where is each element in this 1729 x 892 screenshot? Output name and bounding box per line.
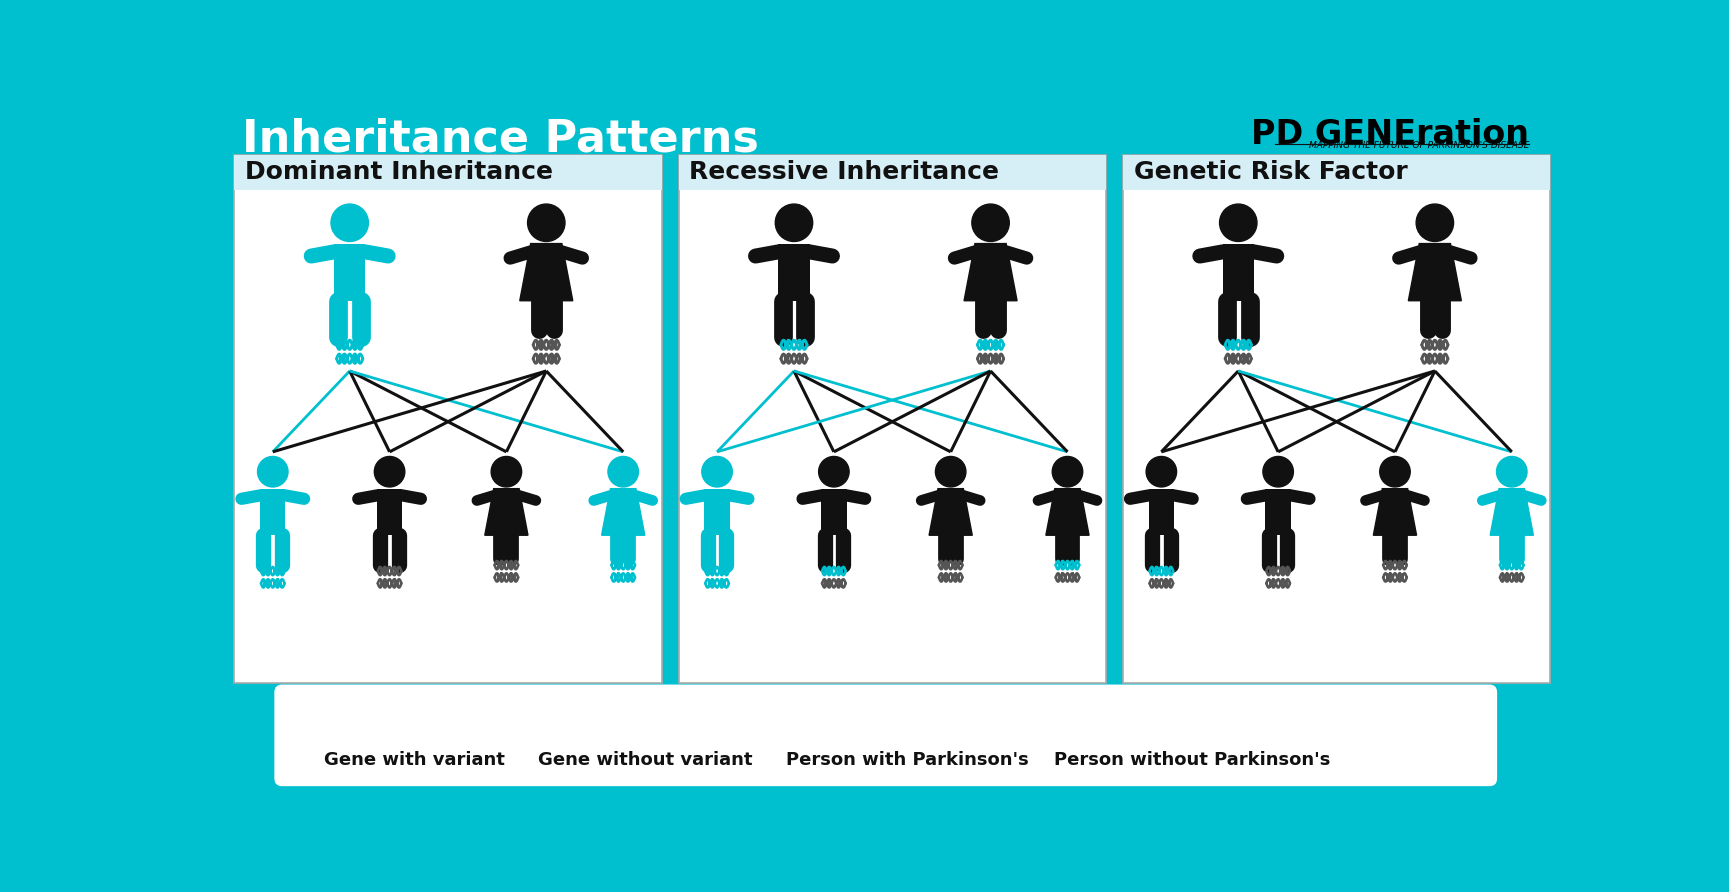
Text: MAPPING THE FUTURE OF PARKINSON'S DISEASE: MAPPING THE FUTURE OF PARKINSON'S DISEAS…: [1309, 141, 1530, 150]
Circle shape: [775, 204, 813, 242]
Circle shape: [1174, 698, 1195, 718]
Polygon shape: [1373, 489, 1416, 535]
FancyBboxPatch shape: [1153, 720, 1171, 751]
Text: Gene with variant: Gene with variant: [323, 751, 505, 769]
Text: Genetic Risk Factor: Genetic Risk Factor: [1134, 161, 1407, 185]
Circle shape: [935, 457, 967, 487]
Polygon shape: [1171, 720, 1200, 751]
FancyBboxPatch shape: [678, 155, 1107, 190]
Circle shape: [702, 457, 733, 487]
FancyBboxPatch shape: [1122, 155, 1551, 683]
FancyBboxPatch shape: [235, 155, 662, 190]
Polygon shape: [602, 489, 645, 535]
Circle shape: [330, 204, 368, 242]
Circle shape: [866, 698, 887, 718]
Circle shape: [1053, 457, 1082, 487]
Circle shape: [1416, 204, 1454, 242]
Text: Dominant Inheritance: Dominant Inheritance: [246, 161, 553, 185]
Polygon shape: [484, 489, 527, 535]
FancyBboxPatch shape: [275, 684, 1497, 786]
Circle shape: [889, 698, 909, 718]
Circle shape: [1219, 204, 1257, 242]
Circle shape: [1380, 457, 1411, 487]
FancyBboxPatch shape: [259, 489, 285, 535]
Polygon shape: [1046, 489, 1089, 535]
FancyBboxPatch shape: [377, 489, 403, 535]
Polygon shape: [965, 244, 1017, 301]
FancyBboxPatch shape: [1148, 489, 1174, 535]
Text: Person without Parkinson's: Person without Parkinson's: [1055, 751, 1330, 769]
FancyBboxPatch shape: [678, 155, 1107, 683]
FancyBboxPatch shape: [778, 244, 809, 301]
FancyBboxPatch shape: [868, 720, 885, 751]
FancyBboxPatch shape: [334, 244, 365, 301]
Circle shape: [1497, 457, 1527, 487]
Circle shape: [527, 204, 565, 242]
Text: Recessive Inheritance: Recessive Inheritance: [690, 161, 999, 185]
FancyBboxPatch shape: [821, 489, 847, 535]
Polygon shape: [928, 489, 972, 535]
FancyBboxPatch shape: [1222, 244, 1254, 301]
Polygon shape: [1490, 489, 1534, 535]
FancyBboxPatch shape: [1122, 155, 1551, 190]
Text: Person with Parkinson's: Person with Parkinson's: [787, 751, 1029, 769]
Text: PD GENEration: PD GENEration: [1252, 118, 1530, 151]
Text: Inheritance Patterns: Inheritance Patterns: [242, 118, 759, 161]
Polygon shape: [1409, 244, 1461, 301]
Text: Gene without variant: Gene without variant: [538, 751, 752, 769]
Circle shape: [1152, 698, 1172, 718]
Circle shape: [1262, 457, 1293, 487]
Circle shape: [375, 457, 405, 487]
Polygon shape: [885, 720, 915, 751]
Circle shape: [818, 457, 849, 487]
Circle shape: [972, 204, 1010, 242]
FancyBboxPatch shape: [235, 155, 662, 683]
Circle shape: [1146, 457, 1177, 487]
Circle shape: [609, 457, 638, 487]
Circle shape: [491, 457, 522, 487]
Polygon shape: [520, 244, 572, 301]
FancyBboxPatch shape: [1266, 489, 1292, 535]
FancyBboxPatch shape: [704, 489, 730, 535]
Circle shape: [258, 457, 289, 487]
